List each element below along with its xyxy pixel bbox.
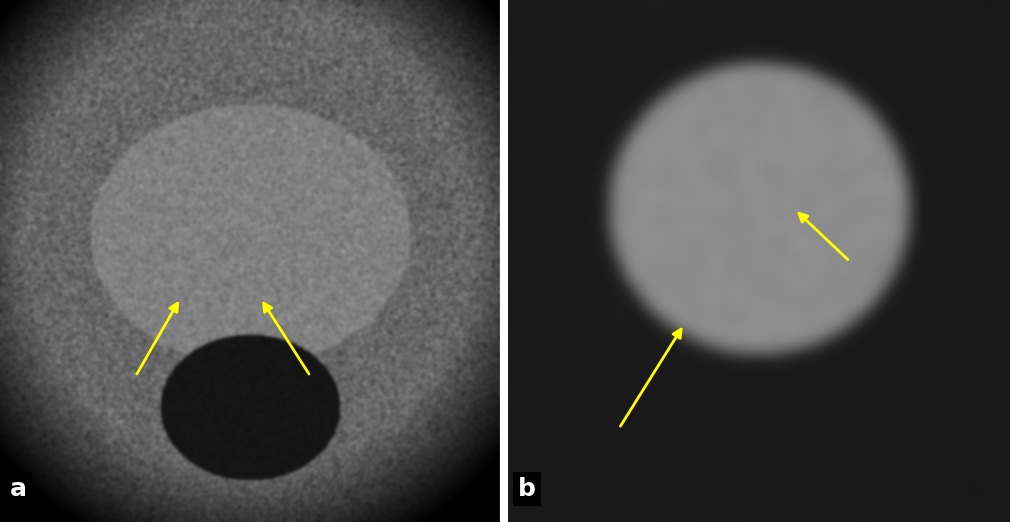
Text: a: a — [10, 477, 27, 501]
Text: b: b — [518, 477, 536, 501]
